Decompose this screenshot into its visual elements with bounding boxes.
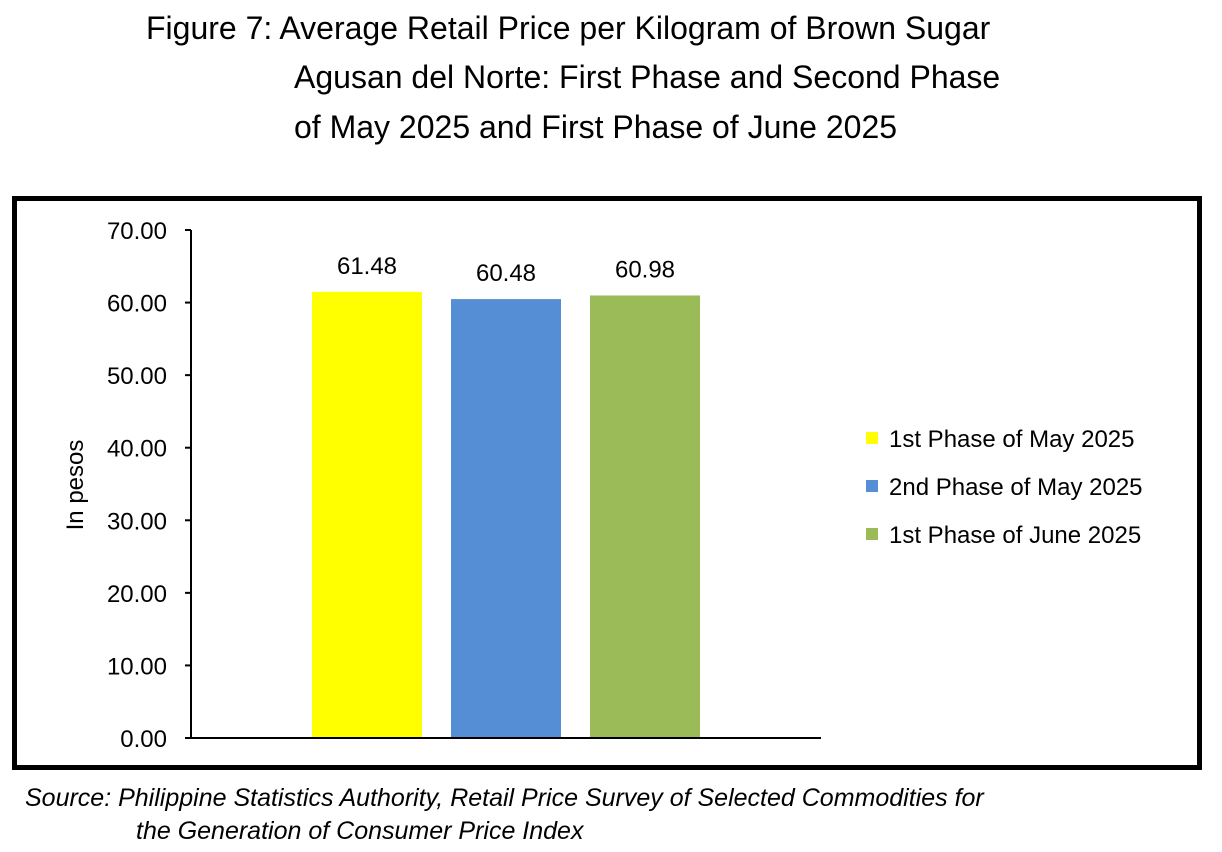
y-tick-label: 70.00 <box>107 218 167 245</box>
source-note-line-1: Source: Philippine Statistics Authority,… <box>25 784 984 812</box>
source-note-line-2: the Generation of Consumer Price Index <box>136 817 584 845</box>
bar <box>451 299 561 738</box>
legend-label: 1st Phase of May 2025 <box>889 426 1134 453</box>
legend-swatch <box>866 480 878 492</box>
y-tick-label: 10.00 <box>107 653 167 680</box>
y-axis-label: In pesos <box>62 440 89 531</box>
bar-value-label: 60.48 <box>476 260 536 287</box>
bar <box>590 295 700 738</box>
chart-frame <box>12 196 1202 770</box>
chart-title-line-1: Figure 7: Average Retail Price per Kilog… <box>146 10 991 46</box>
data-labels: 61.48 60.48 60.98 <box>337 253 675 287</box>
bar-value-label: 61.48 <box>337 253 397 280</box>
legend: 1st Phase of May 2025 2nd Phase of May 20… <box>866 426 1143 549</box>
y-tick-label: 20.00 <box>107 581 167 608</box>
chart-title-line-2: Agusan del Norte: First Phase and Second… <box>294 59 1001 95</box>
bar <box>312 291 422 738</box>
legend-swatch <box>866 528 878 540</box>
bar-value-label: 60.98 <box>615 256 675 283</box>
y-axis-ticks: 0.00 10.00 20.00 30.00 40.00 50.00 60.00 70.00 <box>107 218 191 753</box>
chart-title-line-3: of May 2025 and First Phase of June 2025 <box>294 109 898 145</box>
legend-label: 2nd Phase of May 2025 <box>889 474 1143 501</box>
y-tick-label: 30.00 <box>107 508 167 535</box>
y-tick-label: 0.00 <box>120 726 167 753</box>
y-tick-label: 60.00 <box>107 291 167 318</box>
legend-label: 1st Phase of June 2025 <box>889 522 1141 549</box>
y-tick-label: 50.00 <box>107 363 167 390</box>
bars <box>312 291 700 738</box>
legend-swatch <box>866 432 878 444</box>
y-tick-label: 40.00 <box>107 436 167 463</box>
